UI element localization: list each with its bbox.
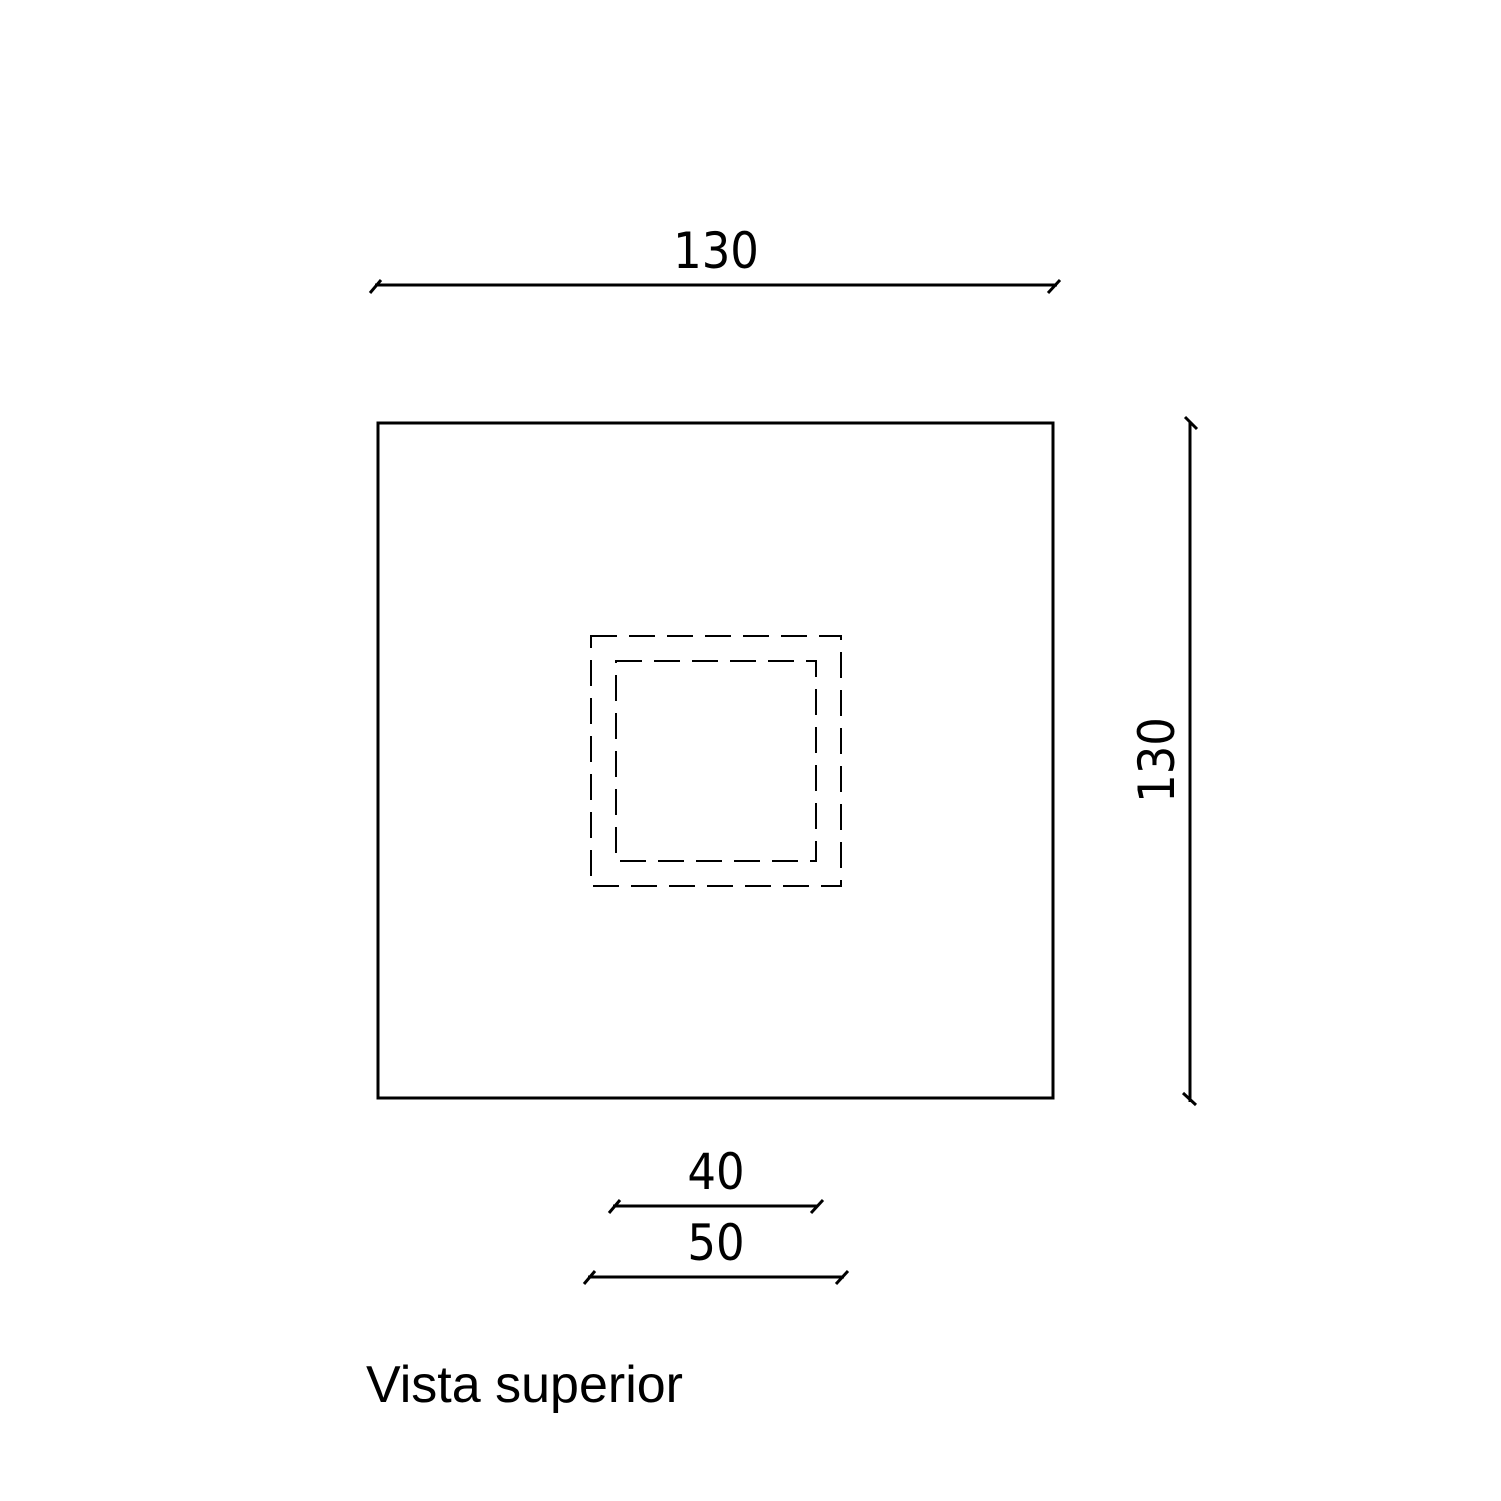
right-dimension-tick-bottom xyxy=(1181,1091,1198,1107)
dimension-40-label: 40 xyxy=(687,1143,744,1201)
top-dimension-tick-left xyxy=(368,279,383,294)
right-dimension-label: 130 xyxy=(1128,717,1186,803)
top-dimension-label: 130 xyxy=(673,222,759,280)
dimension-50-tick-right xyxy=(834,1269,850,1286)
dimension-40-tick-left xyxy=(607,1199,622,1214)
top-dimension: 130 xyxy=(368,222,1062,295)
view-title: Vista superior xyxy=(366,1356,683,1414)
top-dimension-tick-right xyxy=(1046,278,1062,295)
dimension-40-tick-right xyxy=(809,1198,825,1215)
right-dimension: 130 xyxy=(1128,415,1199,1107)
column-outer-hidden-outline xyxy=(590,635,842,887)
dimension-40: 40 xyxy=(607,1143,825,1215)
dimension-50-tick-left xyxy=(582,1270,597,1285)
dimension-50: 50 xyxy=(582,1214,850,1286)
right-dimension-tick-top xyxy=(1183,415,1199,431)
dimension-50-label: 50 xyxy=(687,1214,744,1272)
plate-outline xyxy=(376,421,1055,1100)
column-inner-hidden-outline xyxy=(615,660,817,862)
